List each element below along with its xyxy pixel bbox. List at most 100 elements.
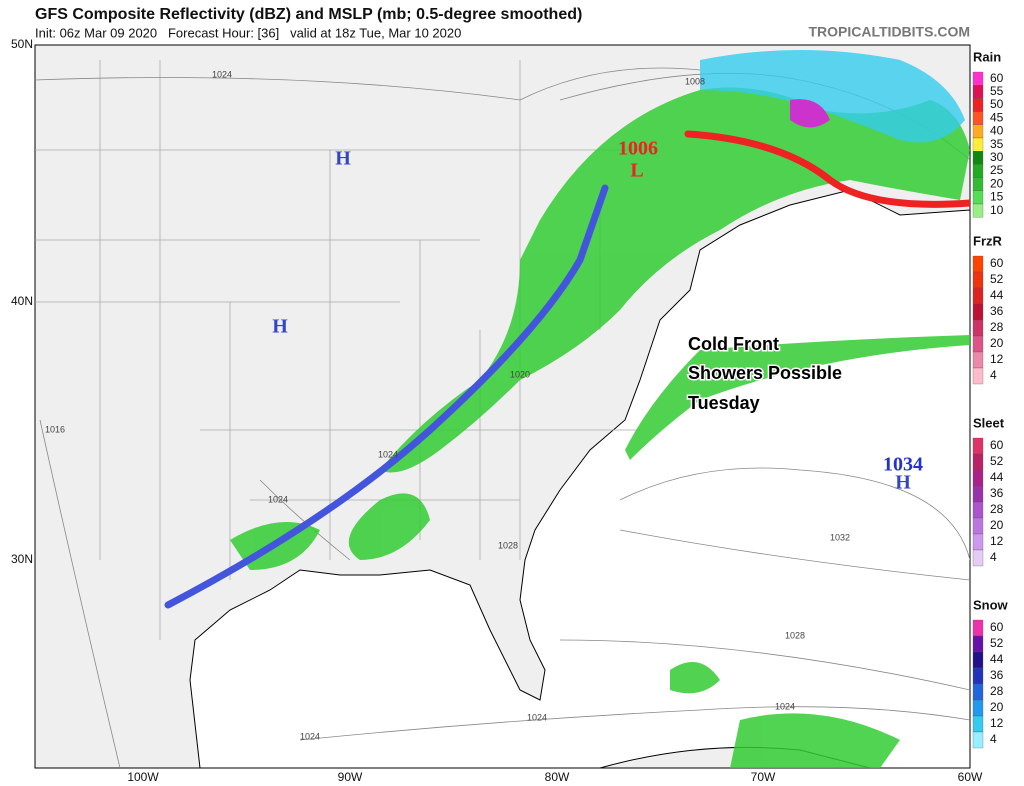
- isobar-label: 1024: [300, 731, 320, 741]
- legend-label: 12: [990, 534, 1004, 548]
- legend-swatch: [972, 98, 984, 112]
- legend-label: 20: [990, 336, 1004, 350]
- legend-label: 52: [990, 272, 1004, 286]
- legend-label: 12: [990, 716, 1004, 730]
- legend-swatch: [972, 437, 984, 455]
- lon-label: 70W: [751, 770, 776, 784]
- legend-swatch: [972, 203, 984, 218]
- cold-front: [164, 184, 609, 609]
- legend-label: 60: [990, 438, 1004, 452]
- isobar-label: 1024: [378, 449, 398, 459]
- isobar-label: 1032: [830, 532, 850, 542]
- legend-swatch: [972, 335, 984, 353]
- annotation: Showers Possible: [688, 363, 842, 383]
- legend-swatch: [972, 549, 984, 567]
- legend-swatch: [972, 517, 984, 535]
- ocean: [189, 189, 970, 768]
- high-symbol: H: [895, 472, 911, 494]
- legend-label: 60: [990, 256, 1004, 270]
- legend-swatch: [972, 255, 984, 273]
- lat-label: 40N: [11, 294, 33, 308]
- legend-swatch: [972, 367, 984, 385]
- annotation: Cold Front: [688, 334, 779, 354]
- legend-swatch: [972, 190, 984, 205]
- annotation: Tuesday: [688, 393, 760, 413]
- legend-label: 55: [990, 84, 1004, 98]
- isobar-label: 1016: [45, 424, 65, 434]
- subtitle: Init: 06z Mar 09 2020 Forecast Hour: [36…: [35, 25, 461, 40]
- legend-swatch: [972, 319, 984, 337]
- isobar-label: 1020: [510, 369, 530, 379]
- legend-title: Rain: [973, 49, 1001, 64]
- legend-swatch: [972, 533, 984, 551]
- legend-swatch: [972, 683, 984, 701]
- legend-swatch: [972, 485, 984, 503]
- warm-front: [684, 130, 970, 208]
- legend-label: 4: [990, 368, 997, 382]
- legend-label: 20: [990, 518, 1004, 532]
- legend-swatch: [972, 667, 984, 685]
- snow-precip: [700, 50, 965, 143]
- lon-label: 100W: [127, 770, 159, 784]
- legend-label: 4: [990, 732, 997, 746]
- legend-swatch: [972, 71, 984, 86]
- legend-label: 4: [990, 550, 997, 564]
- legend-label: 30: [990, 150, 1004, 164]
- legend-swatch: [972, 137, 984, 152]
- lon-label: 90W: [338, 770, 363, 784]
- legend-swatch: [972, 177, 984, 191]
- low-pressure: 1006: [618, 138, 658, 160]
- lat-label: 30N: [11, 552, 33, 566]
- legend-swatch: [972, 651, 984, 669]
- legend-swatch: [972, 453, 984, 471]
- legend-swatch: [972, 287, 984, 305]
- legend-label: 44: [990, 288, 1004, 302]
- legend-swatch: [972, 303, 984, 321]
- map-content: [35, 50, 970, 768]
- lat-label: 50N: [11, 37, 33, 51]
- legend-label: 36: [990, 486, 1004, 500]
- legend-label: 50: [990, 97, 1004, 111]
- high-pressure: 1034: [883, 454, 923, 476]
- legend-swatch: [972, 351, 984, 369]
- legend-title: Sleet: [973, 415, 1005, 430]
- lon-label: 60W: [958, 770, 983, 784]
- legend-swatch: [972, 151, 984, 165]
- legend-swatch: [972, 164, 984, 178]
- low-symbol: L: [630, 160, 643, 182]
- legend-label: 20: [990, 176, 1004, 190]
- legend-swatch: [972, 124, 984, 139]
- isobar-label: 1028: [498, 540, 518, 550]
- isobar-label: 1024: [527, 712, 547, 722]
- dynamic: 50N 40N 30N 100W 90W 80W 70W 60W Cold Front Showe…: [11, 37, 1009, 784]
- site: TROPICALTIDBITS.COM: [808, 24, 970, 40]
- legend-label: 10: [990, 203, 1004, 217]
- legend-title: Snow: [973, 597, 1009, 612]
- legend-label: 52: [990, 636, 1004, 650]
- legend-label: 44: [990, 470, 1004, 484]
- legend-swatch: [972, 469, 984, 487]
- high-symbol: H: [335, 148, 351, 170]
- legend-swatch: [972, 715, 984, 733]
- isobar-label: 1024: [212, 69, 232, 79]
- legend-swatch: [972, 619, 984, 637]
- lon-label: 80W: [545, 770, 570, 784]
- legend-swatch: [972, 111, 984, 125]
- legend-label: 28: [990, 320, 1004, 334]
- legend-label: 28: [990, 502, 1004, 516]
- legend-label: 60: [990, 71, 1004, 85]
- isobar-label: 1028: [785, 630, 805, 640]
- legend-label: 20: [990, 700, 1004, 714]
- legend-label: 52: [990, 454, 1004, 468]
- isobar-label: 1008: [685, 76, 705, 86]
- legend-title: FrzR: [973, 233, 1003, 248]
- legend-label: 36: [990, 668, 1004, 682]
- legend-label: 44: [990, 652, 1004, 666]
- legend-label: 28: [990, 684, 1004, 698]
- high-symbol: H: [272, 316, 288, 338]
- legend-swatch: [972, 501, 984, 519]
- legend-swatch: [972, 271, 984, 289]
- legend-label: 36: [990, 304, 1004, 318]
- legend-swatch: [972, 635, 984, 653]
